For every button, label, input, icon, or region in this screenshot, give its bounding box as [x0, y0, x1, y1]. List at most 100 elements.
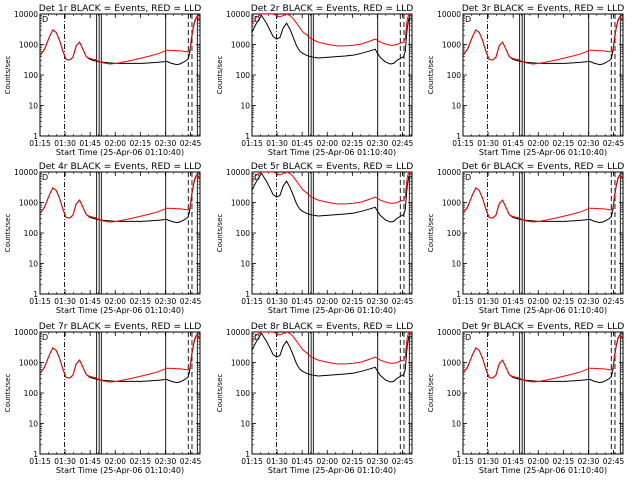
panel-corner-label: D	[254, 333, 260, 342]
x-tick-label: 02:30	[155, 297, 177, 306]
vertical-markers	[487, 172, 621, 294]
y-axis: 1 10 100 1000 10000	[226, 10, 412, 141]
x-tick-label: 02:15	[553, 457, 575, 466]
series-line-events	[463, 174, 623, 224]
x-axis: 01:15 01:30 01:45 02:00 02:15 02:30 02:45	[452, 332, 625, 466]
x-tick-label: 01:45	[79, 297, 101, 306]
x-tick-label: 02:30	[367, 457, 389, 466]
panel-title: Det 2r BLACK = Events, RED = LLD	[251, 3, 414, 14]
plot-frame	[251, 331, 413, 455]
panel-title: Det 6r BLACK = Events, RED = LLD	[462, 161, 625, 172]
panel-title: Det 5r BLACK = Events, RED = LLD	[251, 161, 414, 172]
series-group	[463, 334, 623, 384]
y-tick-label: 100	[236, 71, 251, 80]
x-tick-label: 01:45	[79, 457, 101, 466]
panel-corner-label: D	[42, 333, 48, 342]
panel-corner-label: D	[465, 15, 471, 24]
x-tick-label: 02:15	[342, 297, 364, 306]
vertical-markers	[487, 332, 621, 454]
vertical-markers	[64, 172, 198, 294]
x-tick-label: 01:15	[29, 297, 51, 306]
y-axis: 1 10 100 1000 10000	[226, 168, 412, 299]
series-line-events	[40, 174, 200, 224]
y-tick-label: 10000	[14, 168, 38, 177]
x-tick-label: 01:30	[266, 457, 288, 466]
x-tick-label: 01:15	[452, 139, 474, 148]
x-tick-label: 01:45	[79, 139, 101, 148]
series-group	[252, 14, 412, 65]
x-tick-label: 01:30	[266, 139, 288, 148]
x-axis: 01:15 01:30 01:45 02:00 02:15 02:30 02:45	[452, 172, 625, 306]
y-tick-label: 100	[24, 229, 39, 238]
x-tick-label: 01:30	[477, 139, 499, 148]
y-axis-label: Counts/sec	[427, 374, 435, 413]
x-tick-label: 02:45	[180, 139, 202, 148]
panel-7: Det 7r BLACK = Events, RED = LLD 1 10 100 10…	[4, 321, 202, 475]
series-line-lld	[252, 172, 412, 205]
y-tick-label: 1000	[231, 359, 250, 368]
series-line-events	[40, 16, 200, 66]
x-axis: 01:15 01:30 01:45 02:00 02:15 02:30 02:45	[241, 172, 414, 306]
y-tick-label: 10000	[226, 328, 250, 337]
y-tick-label: 10	[28, 260, 38, 269]
y-tick-label: 10000	[437, 168, 461, 177]
x-tick-label: 02:30	[155, 139, 177, 148]
series-line-events	[252, 332, 412, 383]
x-axis-label: Start Time (25-Apr-06 01:10:40)	[479, 306, 607, 315]
plot-frame	[39, 171, 201, 295]
panel-corner-label: D	[42, 173, 48, 182]
panel-title: Det 8r BLACK = Events, RED = LLD	[251, 321, 414, 332]
x-tick-label: 02:45	[392, 139, 414, 148]
x-tick-label: 01:30	[54, 139, 76, 148]
x-tick-label: 02:00	[316, 139, 338, 148]
x-axis-label: Start Time (25-Apr-06 01:10:40)	[479, 148, 607, 157]
panel-corner-label: D	[254, 173, 260, 182]
panel-corner-label: D	[465, 173, 471, 182]
y-tick-label: 100	[447, 229, 462, 238]
y-tick-label: 1000	[231, 199, 250, 208]
series-line-lld	[463, 16, 623, 65]
y-tick-label: 10000	[14, 328, 38, 337]
x-tick-label: 02:30	[367, 297, 389, 306]
panel-corner-label: D	[465, 333, 471, 342]
x-tick-label: 01:15	[241, 139, 263, 148]
y-tick-label: 10000	[14, 10, 38, 19]
x-axis: 01:15 01:30 01:45 02:00 02:15 02:30 02:45	[29, 332, 202, 466]
x-axis-label: Start Time (25-Apr-06 01:10:40)	[268, 466, 396, 475]
y-tick-label: 10000	[437, 10, 461, 19]
x-tick-label: 02:45	[392, 457, 414, 466]
series-line-lld	[252, 14, 412, 47]
y-tick-label: 1	[456, 132, 461, 141]
x-tick-label: 01:45	[502, 297, 524, 306]
x-tick-label: 02:15	[342, 139, 364, 148]
y-tick-label: 10000	[226, 168, 250, 177]
vertical-markers	[64, 14, 198, 136]
series-group	[463, 16, 623, 66]
y-tick-label: 1000	[231, 41, 250, 50]
x-tick-label: 02:15	[130, 139, 152, 148]
plot-frame	[39, 331, 201, 455]
panel-9: Det 9r BLACK = Events, RED = LLD 1 10 100 10…	[427, 321, 625, 475]
x-tick-label: 02:00	[104, 297, 126, 306]
series-line-events	[40, 334, 200, 384]
y-tick-label: 1000	[442, 199, 461, 208]
y-tick-label: 100	[447, 71, 462, 80]
y-tick-label: 1000	[442, 359, 461, 368]
y-axis-label: Counts/sec	[4, 56, 12, 95]
series-line-lld	[463, 174, 623, 223]
x-tick-label: 02:00	[316, 297, 338, 306]
y-tick-label: 1	[33, 132, 38, 141]
panel-corner-label: D	[254, 15, 260, 24]
series-line-lld	[40, 16, 200, 65]
y-tick-label: 1	[33, 450, 38, 459]
x-tick-label: 02:30	[578, 457, 600, 466]
x-axis-label: Start Time (25-Apr-06 01:10:40)	[479, 466, 607, 475]
x-tick-label: 02:45	[603, 139, 625, 148]
y-tick-label: 1	[245, 450, 250, 459]
y-tick-label: 10000	[226, 10, 250, 19]
y-axis: 1 10 100 1000 10000	[14, 10, 200, 141]
x-tick-label: 02:30	[578, 297, 600, 306]
x-tick-label: 02:15	[130, 297, 152, 306]
panel-8: Det 8r BLACK = Events, RED = LLD 1 10 100 10…	[216, 321, 414, 475]
x-tick-label: 02:00	[104, 139, 126, 148]
